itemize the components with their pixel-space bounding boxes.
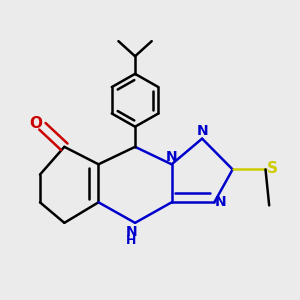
Text: N: N <box>125 225 137 239</box>
Text: N: N <box>196 124 208 138</box>
Text: N: N <box>166 150 178 164</box>
Text: N: N <box>215 195 226 209</box>
Text: S: S <box>266 161 278 176</box>
Text: O: O <box>29 116 43 131</box>
Text: H: H <box>126 235 136 248</box>
